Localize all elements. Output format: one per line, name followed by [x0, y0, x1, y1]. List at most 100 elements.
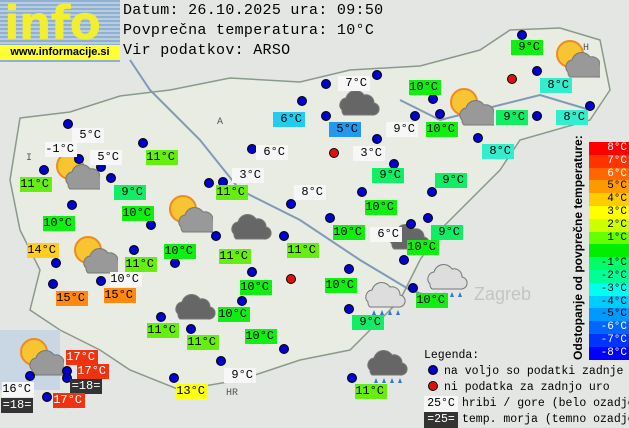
- temp-label: 10°C: [245, 329, 277, 344]
- logo-text: info: [4, 0, 101, 50]
- station-dot[interactable]: [406, 219, 416, 229]
- station-dot[interactable]: [347, 373, 357, 383]
- temp-label: 10°C: [407, 240, 439, 255]
- station-dot[interactable]: [279, 344, 289, 354]
- logo-url[interactable]: www.informacije.si: [0, 45, 120, 60]
- scale-step: -6°C: [589, 321, 629, 334]
- station-dot[interactable]: [216, 356, 226, 366]
- station-dot[interactable]: [170, 258, 180, 268]
- temp-label-mountain: 9°C: [224, 368, 256, 383]
- station-dot[interactable]: [585, 101, 595, 111]
- temp-label: 9°C: [372, 168, 404, 183]
- station-dot-missing[interactable]: [286, 274, 296, 284]
- station-dot[interactable]: [517, 30, 527, 40]
- temp-label-mountain: 3°C: [353, 146, 385, 161]
- station-dot[interactable]: [63, 119, 73, 129]
- station-dot[interactable]: [96, 276, 106, 286]
- logo[interactable]: info www.informacije.si: [0, 0, 120, 62]
- sun-cloud-icon: [446, 86, 500, 131]
- station-dot[interactable]: [169, 373, 179, 383]
- station-dot-missing[interactable]: [329, 148, 339, 158]
- cloud-icon: [228, 208, 276, 249]
- temp-label-mountain: 8°C: [294, 185, 326, 200]
- station-dot[interactable]: [372, 134, 382, 144]
- station-dot[interactable]: [48, 279, 58, 289]
- date-line: Datum: 26.10.2025 ura: 09:50: [123, 2, 384, 19]
- temp-label: 11°C: [355, 384, 387, 399]
- scale-title: Odstopanje od povprečne temperature:: [571, 135, 585, 360]
- station-dot[interactable]: [67, 200, 77, 210]
- deviation-scale: 8°C 7°C 6°C 5°C 4°C 3°C 2°C 1°C -1°C -2°C -3°C -4°C…: [589, 142, 629, 360]
- scale-step: 2°C: [589, 218, 629, 232]
- legend-red-dot: ni podatka za zadnjo uro: [424, 380, 629, 396]
- station-dot[interactable]: [410, 111, 420, 121]
- station-dot[interactable]: [321, 111, 331, 121]
- temp-label-mountain: 7°C: [338, 76, 370, 91]
- station-dot[interactable]: [423, 213, 433, 223]
- temp-label: 8°C: [556, 110, 588, 125]
- data-source: Vir podatkov: ARSO: [123, 42, 291, 59]
- station-dot[interactable]: [279, 231, 289, 241]
- temp-label-mountain: 5°C: [90, 150, 122, 165]
- temp-label-mountain: 9°C: [386, 122, 418, 137]
- station-dot[interactable]: [372, 70, 382, 80]
- station-dot[interactable]: [532, 66, 542, 76]
- station-dot[interactable]: [344, 304, 354, 314]
- legend-blue-dot: na voljo so podatki zadnje ure: [424, 364, 629, 380]
- station-dot[interactable]: [74, 154, 84, 164]
- legend-mountain: 25°C hribi / gore (belo ozadje): [424, 396, 629, 412]
- legend-sea-text: temp. morja (temno ozadje): [462, 413, 629, 426]
- station-dot[interactable]: [138, 138, 148, 148]
- station-dot-missing[interactable]: [507, 74, 517, 84]
- temp-label: 10°C: [43, 216, 75, 231]
- station-dot[interactable]: [473, 133, 483, 143]
- station-dot[interactable]: [428, 94, 438, 104]
- station-dot[interactable]: [211, 231, 221, 241]
- station-dot[interactable]: [427, 187, 437, 197]
- temp-label: 10°C: [164, 244, 196, 259]
- temp-label: 8°C: [540, 78, 572, 93]
- legend-blue-text: na voljo so podatki zadnje ure: [444, 365, 629, 378]
- station-dot[interactable]: [39, 165, 49, 175]
- sun-cloud-icon: [16, 336, 70, 381]
- station-dot[interactable]: [106, 173, 116, 183]
- station-dot[interactable]: [532, 111, 542, 121]
- temp-label: 10°C: [416, 293, 448, 308]
- station-dot[interactable]: [156, 312, 166, 322]
- scale-step: -1°C: [589, 257, 629, 270]
- station-dot[interactable]: [146, 220, 156, 230]
- station-dot[interactable]: [25, 371, 35, 381]
- station-dot[interactable]: [237, 296, 247, 306]
- temp-label: 15°C: [56, 291, 88, 306]
- station-dot[interactable]: [435, 109, 445, 119]
- label-hungary: H: [583, 43, 589, 54]
- scale-step: [589, 244, 629, 258]
- station-dot[interactable]: [325, 213, 335, 223]
- mountain-sample: 25°C: [424, 396, 458, 412]
- scale-step: -8°C: [589, 346, 629, 360]
- temp-label-mountain: 6°C: [370, 227, 402, 242]
- station-dot[interactable]: [408, 283, 418, 293]
- label-italy: I: [26, 153, 32, 164]
- station-dot[interactable]: [286, 199, 296, 209]
- rain-cloud-icon: [364, 344, 412, 393]
- station-dot[interactable]: [357, 187, 367, 197]
- temp-label-mountain: 16°C: [2, 382, 34, 397]
- temp-label: 11°C: [219, 249, 251, 264]
- station-dot[interactable]: [62, 373, 72, 383]
- sea-temp-label: =18=: [70, 379, 102, 394]
- legend-red-text: ni podatka za zadnjo uro: [444, 381, 610, 394]
- station-dot[interactable]: [51, 258, 61, 268]
- station-dot[interactable]: [321, 79, 331, 89]
- station-dot[interactable]: [344, 264, 354, 274]
- station-dot[interactable]: [129, 245, 139, 255]
- station-dot[interactable]: [186, 324, 196, 334]
- legend: Legenda: na voljo so podatki zadnje ure …: [424, 348, 629, 428]
- station-dot[interactable]: [399, 255, 409, 265]
- station-dot[interactable]: [247, 267, 257, 277]
- sea-sample: =25=: [424, 412, 458, 428]
- station-dot[interactable]: [42, 392, 52, 402]
- station-dot[interactable]: [204, 178, 214, 188]
- station-dot[interactable]: [297, 96, 307, 106]
- temp-label: 14°C: [27, 243, 59, 258]
